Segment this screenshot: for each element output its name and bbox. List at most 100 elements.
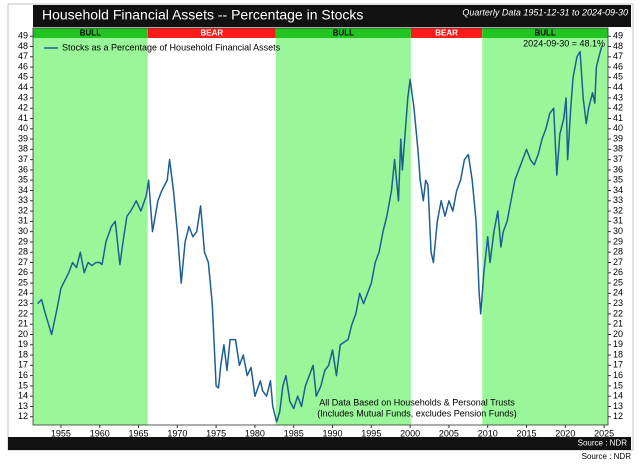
y-tick-label-right: 44: [613, 82, 623, 92]
plot-border: [32, 27, 609, 426]
y-tick-label: 32: [18, 205, 28, 215]
y-tick-label-right: 23: [613, 298, 623, 308]
y-tick-label: 27: [18, 257, 28, 267]
y-tick-label: 23: [18, 298, 28, 308]
subtitle: Quarterly Data 1951-12-31 to 2024-09-30: [462, 7, 628, 17]
y-tick-label-right: 16: [613, 370, 623, 380]
y-tick-label: 21: [18, 319, 28, 329]
y-tick-label: 20: [18, 329, 28, 339]
y-tick-label: 22: [18, 308, 28, 318]
y-tick-label-right: 37: [613, 154, 623, 164]
x-tick-label: 1985: [284, 428, 304, 438]
y-tick-label-right: 17: [613, 360, 623, 370]
y-tick-label: 16: [18, 370, 28, 380]
y-tick-label-right: 36: [613, 164, 623, 174]
x-tick-label: 1965: [129, 428, 149, 438]
y-tick-label-right: 25: [613, 277, 623, 287]
region-header: [410, 28, 483, 38]
x-tick-label: 1995: [361, 428, 381, 438]
y-tick-label: 45: [18, 72, 28, 82]
y-tick-label: 12: [18, 411, 28, 421]
y-tick-label-right: 42: [613, 103, 623, 113]
y-tick-label: 26: [18, 267, 28, 277]
x-tick-label: 2010: [478, 428, 498, 438]
x-tick-label: 1970: [167, 428, 187, 438]
y-tick-label: 42: [18, 103, 28, 113]
y-tick-label: 34: [18, 185, 28, 195]
source-text: Source : NDR: [582, 452, 632, 461]
region-header: [482, 28, 608, 38]
y-tick-label: 28: [18, 247, 28, 257]
y-tick-label: 29: [18, 236, 28, 246]
y-tick-label: 36: [18, 164, 28, 174]
y-tick-label: 30: [18, 226, 28, 236]
note: All Data Based on Households & Personal …: [319, 397, 515, 407]
y-tick-label-right: 31: [613, 216, 623, 226]
y-tick-label: 49: [18, 31, 28, 41]
y-tick-label: 44: [18, 82, 28, 92]
y-tick-label-right: 29: [613, 236, 623, 246]
y-tick-label: 25: [18, 277, 28, 287]
data-line: [37, 45, 603, 423]
note: (Includes Mutual Funds, excludes Pension…: [317, 408, 517, 418]
y-tick-label-right: 30: [613, 226, 623, 236]
y-tick-label-right: 40: [613, 123, 623, 133]
y-tick-label: 31: [18, 216, 28, 226]
y-tick-label: 18: [18, 349, 28, 359]
x-tick-label: 1980: [245, 428, 265, 438]
y-tick-label-right: 34: [613, 185, 623, 195]
y-tick-label-right: 20: [613, 329, 623, 339]
region-label: BULL: [333, 29, 354, 38]
y-tick-label: 40: [18, 123, 28, 133]
y-tick-label-right: 46: [613, 61, 623, 71]
region-band: [275, 28, 411, 425]
y-tick-label-right: 21: [613, 319, 623, 329]
y-tick-label-right: 13: [613, 401, 623, 411]
x-tick-label: 2025: [594, 428, 614, 438]
y-tick-label-right: 32: [613, 205, 623, 215]
y-tick-label-right: 35: [613, 175, 623, 185]
x-tick-label: 2000: [400, 428, 420, 438]
x-tick-label: 2020: [555, 428, 575, 438]
y-tick-label: 37: [18, 154, 28, 164]
region-band: [410, 28, 483, 425]
region-band: [33, 28, 148, 425]
x-tick-label: 1955: [51, 428, 71, 438]
y-tick-label: 13: [18, 401, 28, 411]
y-tick-label-right: 45: [613, 72, 623, 82]
y-tick-label: 48: [18, 41, 28, 51]
y-tick-label-right: 24: [613, 288, 623, 298]
x-tick-label: 1960: [90, 428, 110, 438]
source-bar: [8, 437, 631, 450]
y-tick-label-right: 28: [613, 247, 623, 257]
y-tick-label: 46: [18, 61, 28, 71]
y-tick-label: 19: [18, 339, 28, 349]
region-header: [275, 28, 411, 38]
x-tick-label: 1975: [206, 428, 226, 438]
y-tick-label: 47: [18, 51, 28, 61]
y-tick-label-right: 18: [613, 349, 623, 359]
region-band: [147, 28, 276, 425]
y-tick-label: 38: [18, 144, 28, 154]
y-tick-label-right: 22: [613, 308, 623, 318]
y-tick-label: 33: [18, 195, 28, 205]
y-tick-label-right: 12: [613, 411, 623, 421]
y-tick-label-right: 47: [613, 51, 623, 61]
y-tick-label-right: 33: [613, 195, 623, 205]
region-label: BEAR: [435, 29, 458, 38]
y-tick-label: 39: [18, 133, 28, 143]
y-tick-label: 14: [18, 391, 28, 401]
y-tick-label-right: 39: [613, 133, 623, 143]
annotation: 2024-09-30 = 48.1%: [523, 38, 605, 48]
region-label: BULL: [80, 29, 101, 38]
y-tick-label-right: 27: [613, 257, 623, 267]
y-tick-label-right: 26: [613, 267, 623, 277]
title-bar: [33, 5, 631, 27]
y-tick-label-right: 14: [613, 391, 623, 401]
y-tick-label-right: 15: [613, 380, 623, 390]
y-tick-label-right: 41: [613, 113, 623, 123]
y-tick-label-right: 43: [613, 92, 623, 102]
chart-title: Household Financial Assets -- Percentage…: [42, 7, 363, 23]
